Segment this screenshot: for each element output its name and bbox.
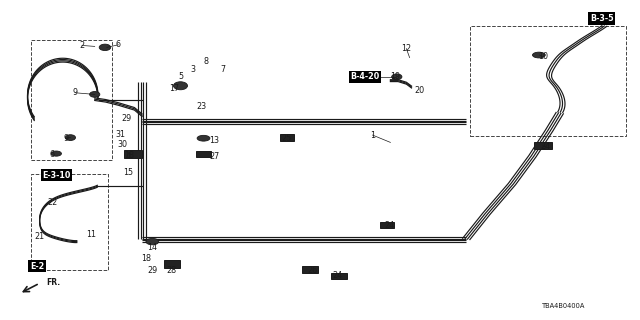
Text: 17: 17 (169, 84, 179, 93)
Bar (31, 174, 108, 270)
Text: 15: 15 (123, 168, 133, 177)
Bar (534, 142, 552, 149)
Text: TBA4B0400A: TBA4B0400A (541, 303, 585, 308)
Text: 9: 9 (63, 134, 68, 143)
Ellipse shape (392, 74, 402, 80)
Text: 4: 4 (125, 152, 131, 161)
Bar (302, 266, 319, 273)
Text: 18: 18 (124, 151, 134, 160)
Text: 24: 24 (384, 221, 394, 230)
Bar (470, 26, 626, 136)
Text: 3: 3 (191, 65, 196, 74)
Text: 28: 28 (166, 266, 177, 275)
Ellipse shape (532, 52, 545, 58)
Bar (332, 273, 348, 279)
Text: 27: 27 (209, 152, 220, 161)
Text: 6: 6 (50, 150, 55, 159)
Text: 25: 25 (282, 134, 292, 143)
Text: B-3-5: B-3-5 (590, 14, 613, 23)
Ellipse shape (65, 135, 76, 140)
Ellipse shape (146, 238, 159, 245)
Bar (196, 151, 211, 157)
Bar (31, 40, 112, 160)
Text: 30: 30 (118, 140, 128, 149)
Text: 13: 13 (209, 136, 220, 145)
Text: E-3-10: E-3-10 (42, 171, 70, 180)
Bar (124, 150, 142, 158)
Text: E-2: E-2 (30, 262, 44, 271)
Text: B-4-20: B-4-20 (350, 72, 380, 81)
Text: 5: 5 (178, 72, 183, 81)
Bar (280, 134, 294, 141)
Text: 7: 7 (220, 65, 225, 74)
Text: 9: 9 (73, 88, 78, 97)
Bar (380, 222, 394, 228)
Text: 19: 19 (390, 72, 401, 81)
Text: 29: 29 (122, 114, 132, 123)
Text: 10: 10 (538, 52, 548, 61)
Text: 8: 8 (204, 57, 209, 66)
Text: 12: 12 (401, 44, 412, 53)
Ellipse shape (197, 135, 210, 141)
Text: FR.: FR. (46, 278, 60, 287)
Text: 24: 24 (540, 142, 550, 151)
Bar (164, 260, 180, 268)
Text: 11: 11 (86, 230, 96, 239)
Text: 26: 26 (307, 266, 317, 275)
Text: 29: 29 (147, 266, 157, 275)
Ellipse shape (90, 92, 100, 97)
Ellipse shape (173, 82, 188, 90)
Text: 22: 22 (47, 198, 58, 207)
Text: 18: 18 (141, 254, 151, 263)
Ellipse shape (51, 151, 61, 156)
Text: 6: 6 (116, 40, 121, 49)
Text: 24: 24 (333, 271, 343, 280)
Text: 1: 1 (370, 131, 375, 140)
Ellipse shape (99, 44, 111, 51)
Text: 20: 20 (414, 86, 424, 95)
Text: 14: 14 (147, 243, 157, 252)
Text: 23: 23 (196, 102, 207, 111)
Text: 2: 2 (79, 41, 84, 50)
Text: 21: 21 (35, 232, 45, 241)
Text: 31: 31 (115, 130, 125, 139)
